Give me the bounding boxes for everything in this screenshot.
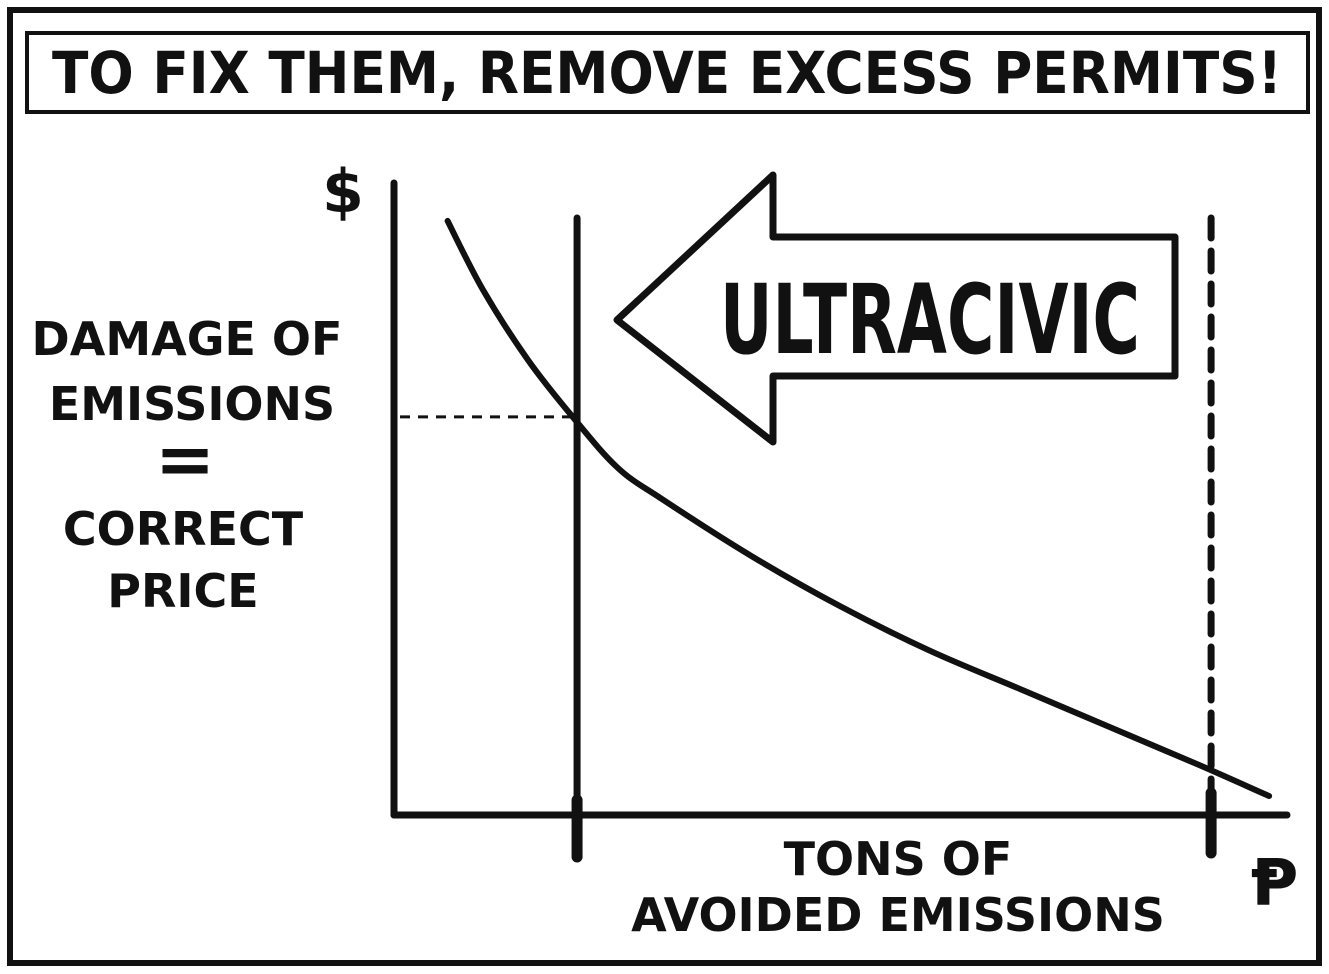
ultracivic-arrow: ULTRACIVIC <box>613 171 1179 446</box>
axes <box>390 179 1291 819</box>
y-side-line-1: DAMAGE OF <box>32 312 343 366</box>
x-axis-label-line-2: AVOIDED EMISSIONS <box>631 888 1165 942</box>
panel-border <box>7 7 1322 966</box>
x-axis-label-line-1: TONS OF <box>784 832 1013 886</box>
arrow-shape <box>613 171 1179 446</box>
y-side-line-2: EMISSIONS <box>49 377 335 431</box>
arrow-label: ULTRACIVIC <box>720 264 1140 376</box>
damage-curve <box>444 217 1273 799</box>
y-axis-label: $ <box>322 157 364 227</box>
y-side-annotation: DAMAGE OF EMISSIONS = CORRECT PRICE <box>32 312 343 618</box>
x-axis-label: TONS OF AVOIDED EMISSIONS <box>631 832 1165 942</box>
y-side-line-3: CORRECT <box>63 502 304 556</box>
y-side-line-4: PRICE <box>107 564 258 618</box>
caption-text: TO FIX THEM, REMOVE EXCESS PERMITS! <box>52 39 1282 107</box>
x-axis-unit-symbol: Ᵽ <box>1252 847 1299 921</box>
y-side-equals: = <box>155 417 215 501</box>
caption-box <box>25 31 1310 114</box>
